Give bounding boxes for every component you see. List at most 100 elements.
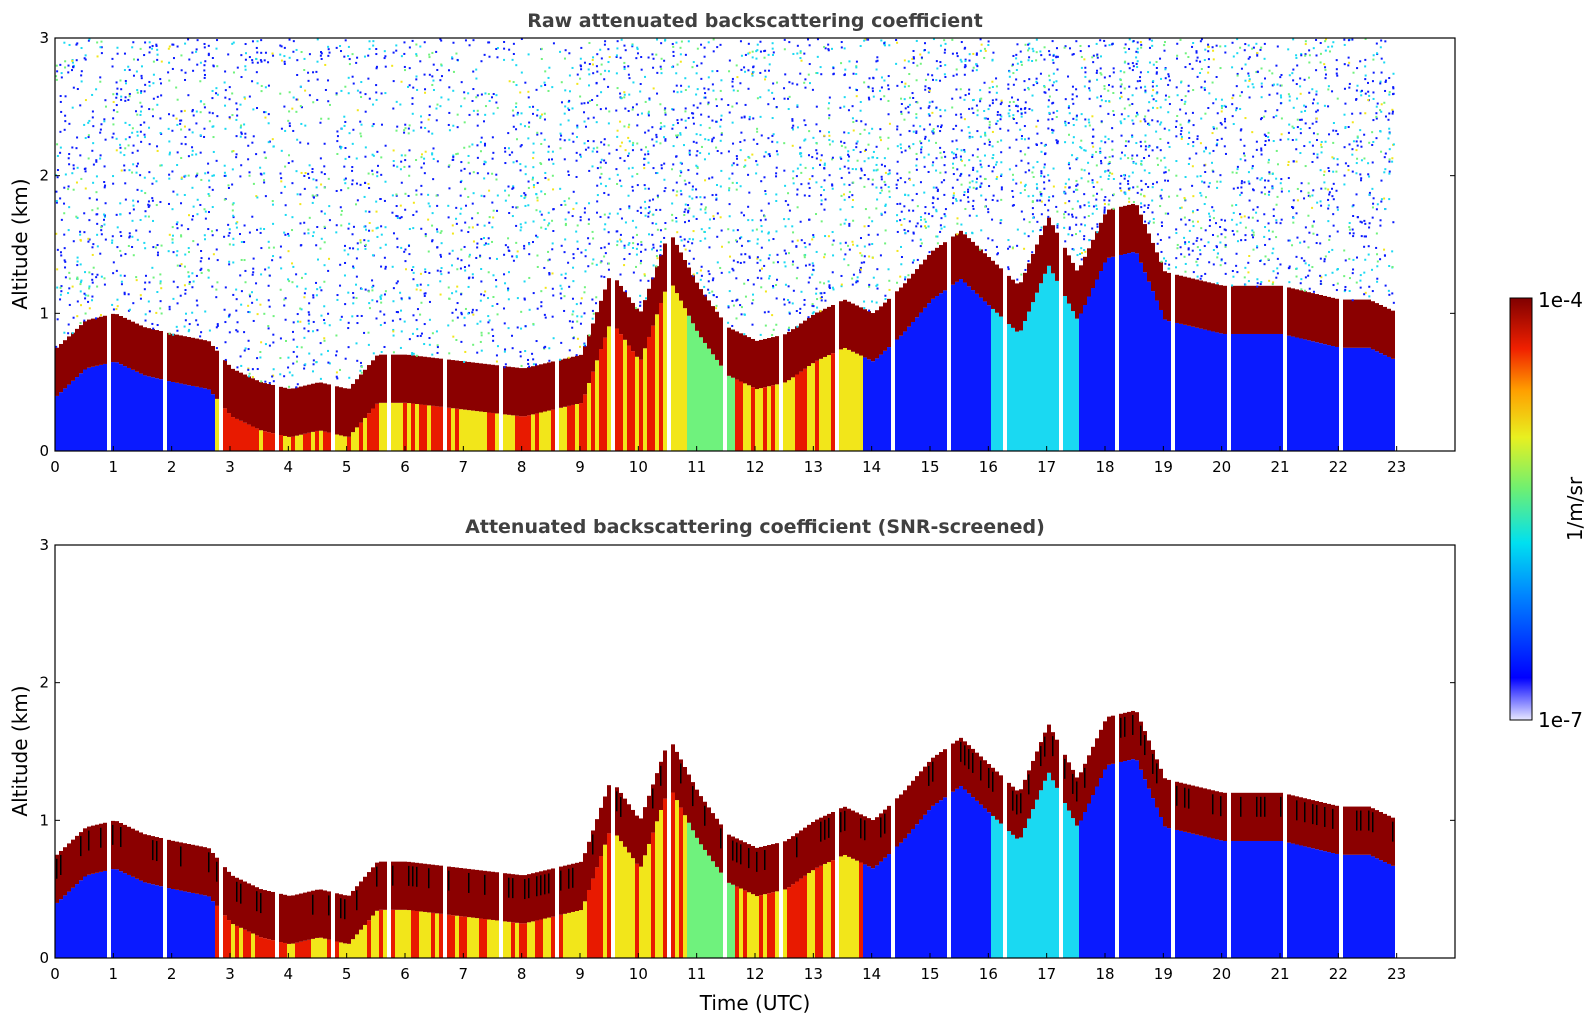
noise-point <box>1064 210 1067 213</box>
noise-point <box>739 237 742 240</box>
profile-column <box>979 38 983 451</box>
noise-point <box>919 216 922 219</box>
noise-point <box>128 308 131 311</box>
noise-point <box>647 161 650 164</box>
noise-point <box>228 260 231 263</box>
noise-point <box>932 206 935 209</box>
noise-point <box>423 294 426 297</box>
noise-point <box>940 124 943 127</box>
noise-point <box>619 233 622 236</box>
noise-point <box>384 243 387 246</box>
noise-point <box>352 302 355 305</box>
noise-point <box>783 218 786 221</box>
noise-point <box>623 44 626 47</box>
noise-point <box>519 355 522 358</box>
noise-point <box>608 212 611 215</box>
profile-column <box>919 53 923 451</box>
layer-top-cell <box>415 355 419 404</box>
noise-point <box>764 49 767 52</box>
noise-point <box>467 277 470 280</box>
profile-column <box>215 39 219 451</box>
noise-point <box>575 151 578 154</box>
noise-point <box>63 186 66 189</box>
noise-point <box>412 214 415 217</box>
noise-point <box>692 273 695 276</box>
aerosol-layer-cell <box>319 430 323 451</box>
noise-point <box>371 173 374 176</box>
noise-point <box>404 159 407 162</box>
profile-column <box>863 38 867 451</box>
aerosol-layer-cell <box>603 337 607 451</box>
noise-point <box>844 253 847 256</box>
aerosol-layer-cell <box>631 351 635 451</box>
noise-point <box>936 235 939 238</box>
noise-point <box>540 47 543 50</box>
noise-point <box>791 82 794 85</box>
noise-point <box>296 98 299 101</box>
noise-point <box>712 50 715 53</box>
noise-point <box>944 64 947 67</box>
aerosol-layer-cell <box>863 357 867 451</box>
noise-point <box>579 302 582 305</box>
aerosol-layer-cell <box>683 308 687 451</box>
noise-point <box>176 45 179 48</box>
noise-point <box>339 284 342 287</box>
noise-point <box>139 113 142 116</box>
noise-point <box>351 179 354 182</box>
noise-point <box>976 114 979 117</box>
noise-point <box>384 265 387 268</box>
noise-point <box>683 244 686 247</box>
profile-column <box>283 46 287 451</box>
noise-point <box>900 97 903 100</box>
layer-top-cell <box>935 247 939 297</box>
noise-point <box>788 301 791 304</box>
noise-point <box>859 177 862 180</box>
noise-point <box>180 177 183 180</box>
noise-point <box>96 285 99 288</box>
noise-point <box>523 125 526 128</box>
noise-point <box>856 140 859 143</box>
noise-point <box>959 58 962 61</box>
profile-column <box>127 65 131 451</box>
noise-point <box>587 146 590 149</box>
noise-point <box>887 136 890 139</box>
noise-point <box>627 167 630 170</box>
noise-point <box>1031 230 1034 233</box>
profile-column <box>951 38 955 451</box>
noise-point <box>116 298 119 301</box>
noise-point <box>447 123 450 126</box>
noise-point <box>460 169 463 172</box>
noise-point <box>559 147 562 150</box>
noise-point <box>944 109 947 112</box>
aerosol-layer-cell <box>943 290 947 451</box>
noise-point <box>535 209 538 212</box>
noise-point <box>984 249 987 252</box>
noise-point <box>600 275 603 278</box>
noise-point <box>752 293 755 296</box>
noise-point <box>211 89 214 92</box>
noise-point <box>480 194 483 197</box>
noise-point <box>63 233 66 236</box>
noise-point <box>775 105 778 108</box>
noise-point <box>588 84 591 87</box>
noise-point <box>656 196 659 199</box>
noise-point <box>736 89 739 92</box>
noise-point <box>767 53 770 56</box>
noise-point <box>72 240 75 243</box>
noise-point <box>63 247 66 250</box>
noise-point <box>128 232 131 235</box>
noise-point <box>260 273 263 276</box>
noise-point <box>176 227 179 230</box>
noise-point <box>412 227 415 230</box>
noise-point <box>320 210 323 213</box>
noise-point <box>828 134 831 137</box>
noise-point <box>591 317 594 320</box>
noise-point <box>288 122 291 125</box>
noise-point <box>151 197 154 200</box>
noise-point <box>1035 59 1038 62</box>
noise-point <box>1000 173 1003 176</box>
noise-point <box>687 240 690 243</box>
noise-point <box>99 80 102 83</box>
noise-point <box>615 54 618 57</box>
noise-point <box>988 123 991 126</box>
